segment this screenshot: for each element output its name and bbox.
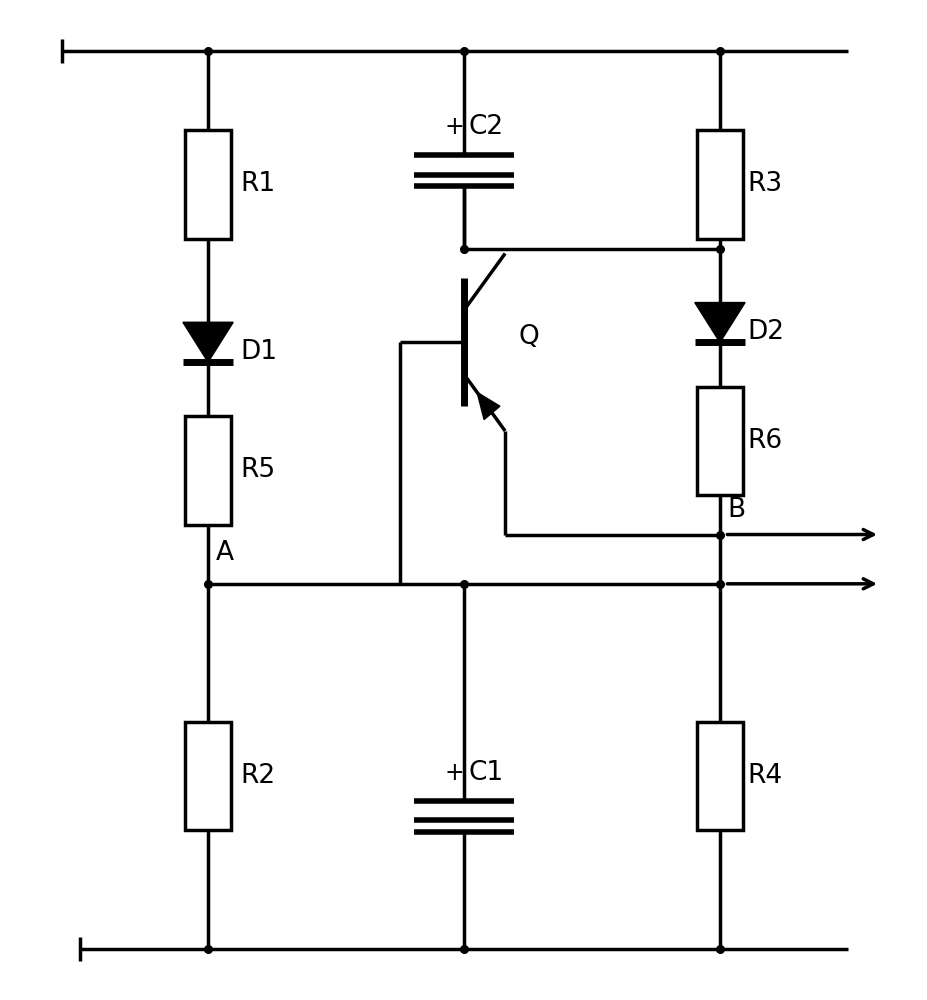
Text: A: A bbox=[215, 540, 233, 566]
Text: R3: R3 bbox=[746, 171, 781, 197]
Text: R4: R4 bbox=[746, 763, 781, 789]
Bar bbox=[696, 387, 742, 495]
Polygon shape bbox=[694, 303, 744, 342]
Text: +: + bbox=[444, 115, 464, 139]
Bar bbox=[696, 130, 742, 239]
Text: C2: C2 bbox=[468, 114, 503, 140]
Text: D1: D1 bbox=[240, 339, 277, 365]
Polygon shape bbox=[183, 322, 233, 362]
Bar bbox=[185, 416, 231, 525]
Text: R5: R5 bbox=[240, 457, 275, 483]
Text: R2: R2 bbox=[240, 763, 275, 789]
Text: D2: D2 bbox=[746, 319, 783, 345]
Text: R1: R1 bbox=[240, 171, 275, 197]
Bar bbox=[696, 722, 742, 830]
Text: +: + bbox=[444, 761, 464, 785]
Text: R6: R6 bbox=[746, 428, 781, 454]
Text: B: B bbox=[727, 497, 744, 523]
Polygon shape bbox=[476, 392, 500, 420]
Bar bbox=[185, 130, 231, 239]
Bar bbox=[185, 722, 231, 830]
Text: C1: C1 bbox=[468, 760, 503, 786]
Text: Q: Q bbox=[518, 324, 539, 350]
